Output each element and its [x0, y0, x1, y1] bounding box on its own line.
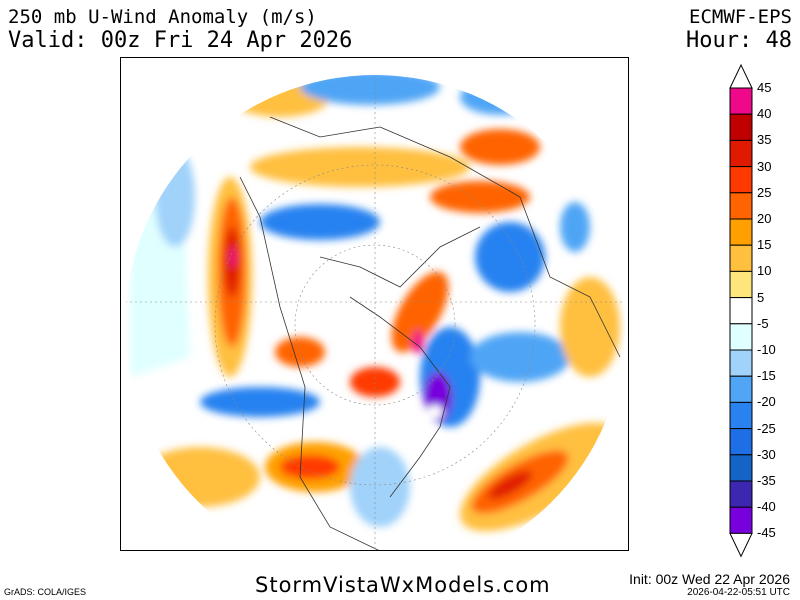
colorbar-label: -5	[757, 315, 769, 331]
colorbar-label: -30	[757, 446, 776, 462]
colorbar-label: -25	[757, 420, 776, 436]
colorbar-swatch	[729, 428, 753, 456]
init-time: Init: 00z Wed 22 Apr 2026	[629, 571, 790, 587]
colorbar-swatch	[729, 375, 753, 403]
colorbar-label: -45	[757, 525, 776, 541]
colorbar-label: 25	[757, 184, 772, 200]
colorbar-swatch	[729, 323, 753, 351]
polar-map	[120, 57, 629, 551]
colorbar-label: -15	[757, 368, 776, 384]
colorbar-swatch	[729, 454, 753, 482]
brand-link[interactable]: StormVistaWxModels.com	[255, 573, 551, 597]
colorbar-swatch	[729, 192, 753, 220]
colorbar-label: 10	[757, 263, 772, 279]
map-title: 250 mb U-Wind Anomaly (m/s)	[8, 6, 317, 28]
colorbar-swatch	[729, 87, 753, 115]
colorbar-swatch	[729, 113, 753, 141]
colorbar-label: -35	[757, 473, 776, 488]
colorbar-label: 15	[757, 237, 772, 253]
colorbar-swatch	[729, 349, 753, 377]
colorbar-label: -40	[757, 499, 776, 515]
valid-time: Valid: 00z Fri 24 Apr 2026	[8, 28, 353, 53]
colorbar-swatch	[729, 297, 753, 325]
map-frame	[120, 57, 629, 551]
coastlines	[239, 116, 621, 551]
colorbar-swatch	[729, 244, 753, 272]
colorbar-swatch	[729, 480, 753, 508]
colorbar-swatch	[729, 401, 753, 430]
colorbar-swatch	[729, 139, 753, 168]
colorbar-label: 40	[757, 106, 772, 122]
colorbar-label: 20	[757, 211, 772, 226]
timestamp: 2026-04-22-05:51 UTC	[687, 587, 790, 598]
colorbar-label: -20	[757, 394, 776, 410]
colorbar	[729, 63, 753, 558]
colorbar-swatch	[729, 218, 753, 246]
colorbar-bottom-arrow	[729, 532, 753, 558]
colorbar-label: 5	[757, 289, 765, 305]
colorbar-swatch	[729, 270, 753, 299]
colorbar-label: -10	[757, 342, 776, 357]
colorbar-label: 30	[757, 158, 772, 174]
grads-credit: GrADS: COLA/IGES	[4, 587, 87, 597]
colorbar-swatch	[729, 506, 753, 534]
colorbar-label: 45	[757, 80, 772, 95]
colorbar-label: 35	[757, 132, 772, 148]
graticule	[125, 75, 625, 551]
colorbar-swatch	[729, 166, 753, 194]
model-name: ECMWF-EPS	[689, 6, 792, 28]
forecast-hour: Hour: 48	[686, 28, 792, 53]
colorbar-top-arrow	[729, 63, 753, 89]
